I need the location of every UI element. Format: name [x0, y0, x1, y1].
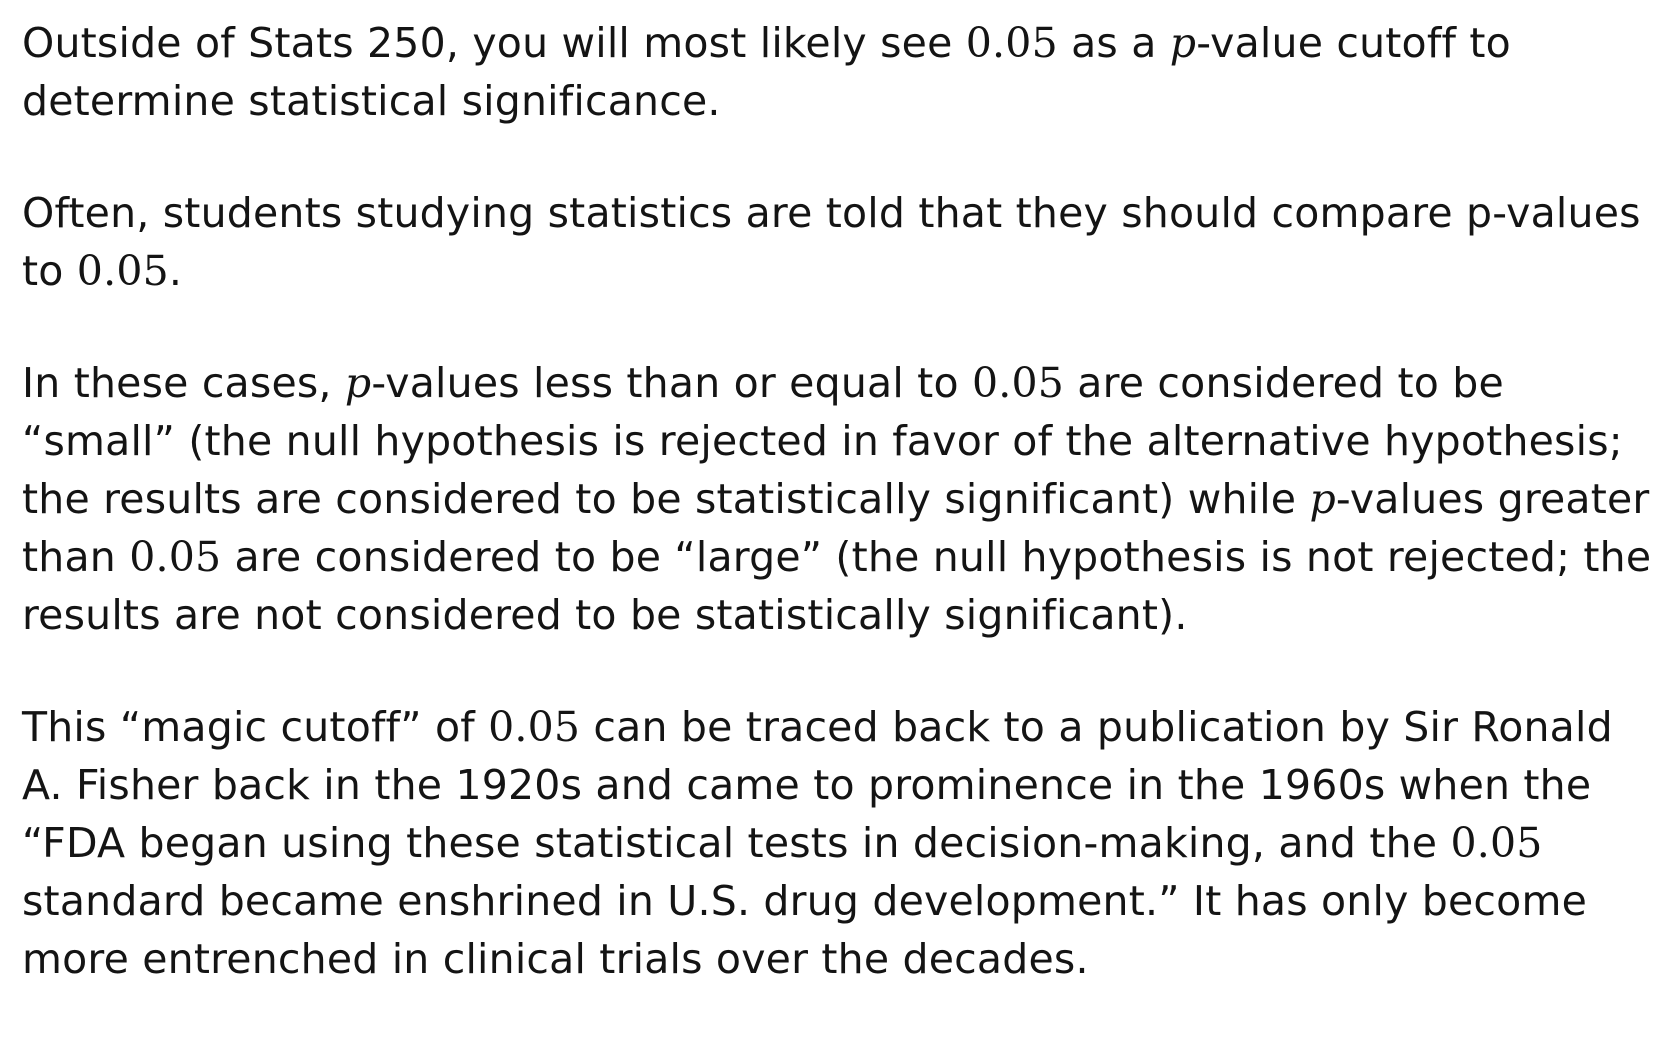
math-variable-p: p — [344, 359, 372, 407]
paragraph-small-large: In these cases, p-values less than or eq… — [22, 354, 1662, 644]
math-variable-p: p — [1169, 19, 1197, 67]
math-variable-p: p — [1309, 475, 1336, 523]
slide-body: Outside of Stats 250, you will most like… — [22, 14, 1662, 1042]
text-segment: standard became enshrined in U.S. drug d… — [22, 877, 1588, 983]
text-segment: In these cases, — [22, 359, 345, 407]
text-segment: are considered to be “small” (the null h… — [22, 359, 1623, 523]
text-segment: -values greater than — [22, 475, 1650, 581]
text-segment: -value cutoff to determine statistical s… — [22, 19, 1511, 125]
text-segment: can be traced back to a publication by S… — [22, 703, 1613, 867]
math-value: 0.05 — [76, 247, 169, 295]
math-value: 0.05 — [965, 19, 1058, 67]
math-value: 0.05 — [488, 703, 581, 751]
math-value: 0.05 — [129, 533, 222, 581]
paragraph-cutoff-intro: Outside of Stats 250, you will most like… — [22, 14, 1662, 130]
text-segment: are considered to be “large” (the null h… — [22, 533, 1652, 639]
text-segment: . — [168, 247, 183, 295]
text-segment: Outside of Stats 250, you will most like… — [22, 19, 966, 67]
paragraph-magic-cutoff: This “magic cutoff” of 0.05 can be trace… — [22, 698, 1662, 988]
text-segment: -values less than or equal to — [371, 359, 972, 407]
text-segment: as a — [1057, 19, 1170, 67]
math-value: 0.05 — [971, 359, 1065, 407]
math-value: 0.05 — [1450, 819, 1543, 867]
text-segment: This “magic cutoff” of — [22, 703, 489, 751]
text-segment: Often, students studying statistics are … — [22, 189, 1641, 295]
paragraph-students-compare: Often, students studying statistics are … — [22, 184, 1662, 300]
